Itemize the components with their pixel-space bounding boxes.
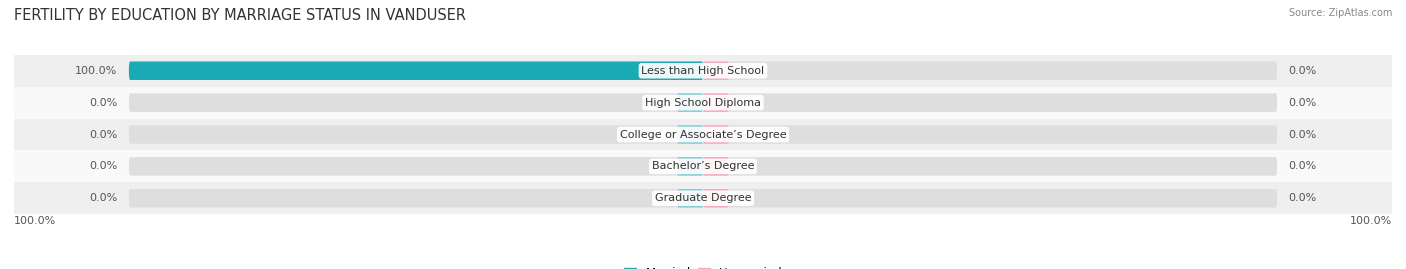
FancyBboxPatch shape [703,93,728,112]
FancyBboxPatch shape [129,125,1277,144]
FancyBboxPatch shape [678,157,703,176]
Text: 0.0%: 0.0% [89,129,117,140]
FancyBboxPatch shape [129,189,1277,207]
FancyBboxPatch shape [703,125,728,144]
FancyBboxPatch shape [678,93,703,112]
FancyBboxPatch shape [14,119,1392,150]
Text: 0.0%: 0.0% [1289,193,1317,203]
FancyBboxPatch shape [14,55,1392,87]
FancyBboxPatch shape [703,62,728,80]
Text: High School Diploma: High School Diploma [645,98,761,108]
Text: Graduate Degree: Graduate Degree [655,193,751,203]
Text: 100.0%: 100.0% [14,216,56,226]
FancyBboxPatch shape [129,62,703,80]
Text: 0.0%: 0.0% [89,98,117,108]
Text: 100.0%: 100.0% [75,66,117,76]
Text: College or Associate’s Degree: College or Associate’s Degree [620,129,786,140]
FancyBboxPatch shape [678,125,703,144]
FancyBboxPatch shape [14,182,1392,214]
FancyBboxPatch shape [129,93,1277,112]
FancyBboxPatch shape [678,189,703,207]
FancyBboxPatch shape [703,189,728,207]
Text: 0.0%: 0.0% [1289,66,1317,76]
FancyBboxPatch shape [14,87,1392,119]
Text: 0.0%: 0.0% [1289,129,1317,140]
Text: 0.0%: 0.0% [1289,98,1317,108]
FancyBboxPatch shape [14,150,1392,182]
FancyBboxPatch shape [703,157,728,176]
FancyBboxPatch shape [129,62,1277,80]
Text: 0.0%: 0.0% [89,161,117,171]
Text: Bachelor’s Degree: Bachelor’s Degree [652,161,754,171]
Text: Less than High School: Less than High School [641,66,765,76]
Text: 0.0%: 0.0% [89,193,117,203]
FancyBboxPatch shape [129,157,1277,176]
Text: 100.0%: 100.0% [1350,216,1392,226]
Legend: Married, Unmarried: Married, Unmarried [624,267,782,269]
Text: 0.0%: 0.0% [1289,161,1317,171]
Text: FERTILITY BY EDUCATION BY MARRIAGE STATUS IN VANDUSER: FERTILITY BY EDUCATION BY MARRIAGE STATU… [14,8,465,23]
Text: Source: ZipAtlas.com: Source: ZipAtlas.com [1288,8,1392,18]
